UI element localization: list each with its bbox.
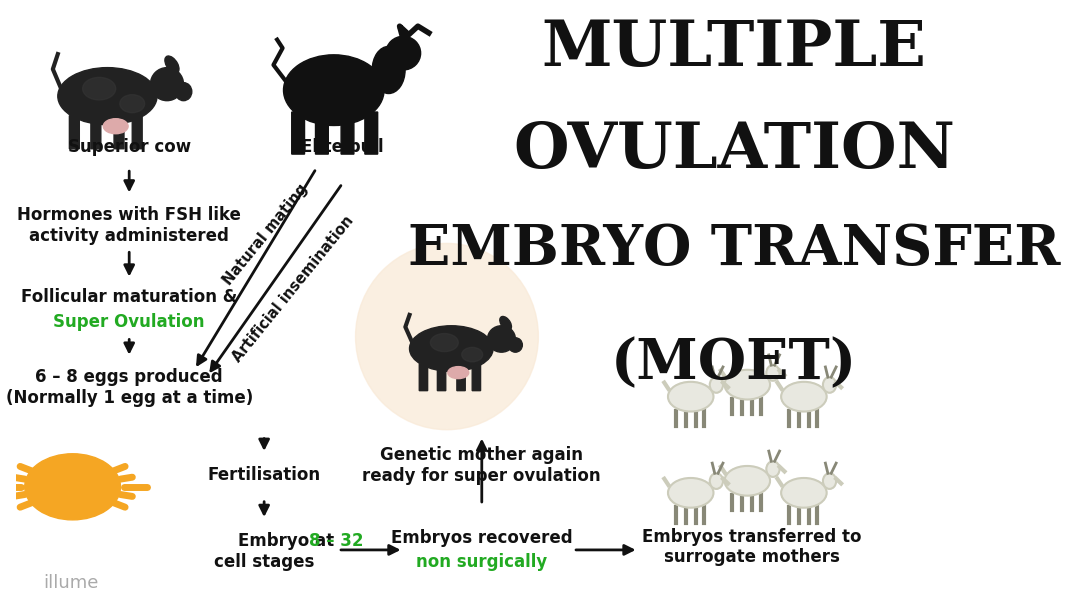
Text: Follicular maturation &: Follicular maturation & [21,288,237,307]
Text: 6 – 8 eggs produced
(Normally 1 egg at a time): 6 – 8 eggs produced (Normally 1 egg at a… [5,368,253,407]
Text: illume: illume [43,574,98,592]
Text: Natural mating: Natural mating [221,181,311,288]
Text: Embryo at: Embryo at [238,532,340,550]
Text: Superior cow: Superior cow [67,138,191,156]
Ellipse shape [283,55,384,126]
Ellipse shape [151,67,184,100]
Text: Fertilisation: Fertilisation [207,466,320,484]
Text: (MOET): (MOET) [611,337,858,392]
Ellipse shape [724,466,770,496]
Text: non surgically: non surgically [417,553,548,571]
Text: cell stages: cell stages [214,553,314,571]
FancyBboxPatch shape [315,112,328,154]
Ellipse shape [668,382,713,412]
Ellipse shape [710,377,723,393]
Ellipse shape [767,462,780,477]
FancyBboxPatch shape [91,115,100,149]
Ellipse shape [58,68,157,125]
Ellipse shape [781,478,827,508]
Ellipse shape [175,83,192,100]
FancyBboxPatch shape [420,364,427,391]
Text: Embryos recovered: Embryos recovered [391,529,572,547]
Ellipse shape [487,326,516,352]
Ellipse shape [508,338,522,352]
FancyBboxPatch shape [292,112,304,154]
Text: Super Ovulation: Super Ovulation [53,313,205,331]
FancyBboxPatch shape [341,112,354,154]
Text: EMBRYO TRANSFER: EMBRYO TRANSFER [408,222,1061,278]
Ellipse shape [164,56,179,73]
Ellipse shape [409,326,493,371]
Ellipse shape [356,243,538,430]
Text: MULTIPLE: MULTIPLE [541,18,927,79]
Ellipse shape [724,370,770,400]
FancyBboxPatch shape [457,364,466,391]
Ellipse shape [120,94,144,113]
Ellipse shape [668,478,713,508]
Text: Embryos transferred to
surrogate mothers: Embryos transferred to surrogate mothers [642,528,862,566]
Ellipse shape [386,36,421,70]
Text: 8 – 32: 8 – 32 [310,532,364,550]
Text: Elite bull: Elite bull [301,138,383,156]
Ellipse shape [823,377,836,393]
FancyBboxPatch shape [69,115,79,149]
Text: Artificial insemination: Artificial insemination [230,213,357,364]
FancyBboxPatch shape [472,364,481,391]
Text: Genetic mother again
ready for super ovulation: Genetic mother again ready for super ovu… [362,447,601,485]
FancyBboxPatch shape [365,112,378,154]
Text: Hormones with FSH like
activity administered: Hormones with FSH like activity administ… [17,206,241,245]
Ellipse shape [500,317,512,330]
Ellipse shape [447,367,469,379]
Ellipse shape [461,347,483,362]
FancyBboxPatch shape [132,115,142,149]
FancyBboxPatch shape [438,364,445,391]
Ellipse shape [767,365,780,381]
Text: OVULATION: OVULATION [514,120,955,181]
Ellipse shape [823,474,836,489]
Ellipse shape [372,46,405,94]
Ellipse shape [82,78,115,100]
Ellipse shape [430,334,458,352]
FancyBboxPatch shape [114,115,124,149]
Circle shape [25,454,121,520]
Ellipse shape [104,119,128,134]
Ellipse shape [781,382,827,412]
Ellipse shape [710,474,723,489]
